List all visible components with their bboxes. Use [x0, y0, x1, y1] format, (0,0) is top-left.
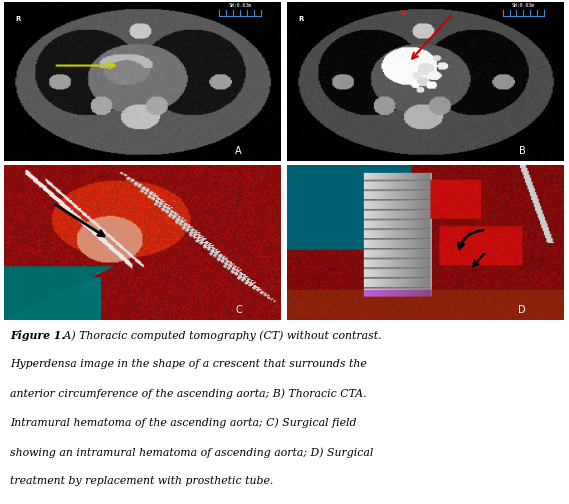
Text: B: B: [518, 146, 525, 156]
Text: SW:0.63m: SW:0.63m: [229, 3, 251, 8]
Text: Intramural hematoma of the ascending aorta; C) Surgical field: Intramural hematoma of the ascending aor…: [10, 418, 357, 428]
Text: C: C: [235, 305, 242, 316]
Text: A: A: [236, 146, 242, 156]
Text: Figure 1.: Figure 1.: [10, 330, 65, 341]
Text: A) Thoracic computed tomography (CT) without contrast.: A) Thoracic computed tomography (CT) wit…: [60, 330, 381, 341]
Text: R: R: [298, 16, 304, 22]
Text: SW:0.63m: SW:0.63m: [512, 3, 535, 8]
Text: showing an intramural hematoma of ascending aorta; D) Surgical: showing an intramural hematoma of ascend…: [10, 447, 374, 458]
Text: Hyperdensa image in the shape of a crescent that surrounds the: Hyperdensa image in the shape of a cresc…: [10, 359, 367, 369]
Text: treatment by replacement with prosthetic tube.: treatment by replacement with prosthetic…: [10, 476, 274, 486]
Text: R: R: [15, 16, 20, 22]
Text: anterior circumference of the ascending aorta; B) Thoracic CTA.: anterior circumference of the ascending …: [10, 389, 367, 399]
Text: D: D: [518, 305, 526, 316]
